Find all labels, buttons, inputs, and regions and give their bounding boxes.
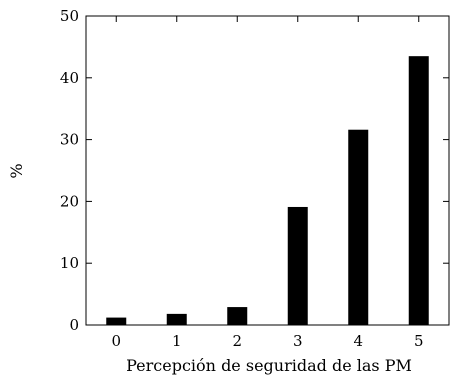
- bars-layer: [106, 56, 429, 326]
- bar-2: [227, 307, 248, 325]
- bar-3: [287, 206, 308, 325]
- x-tick-label-2: 2: [232, 332, 242, 350]
- plot-frame: [85, 15, 450, 326]
- y-tick-label-40: 40: [60, 69, 79, 87]
- y-tick-label-50: 50: [60, 7, 79, 25]
- y-tick-label-20: 20: [60, 192, 79, 210]
- x-axis-label: Percepción de seguridad de las PM: [126, 356, 412, 375]
- y-tick-label-30: 30: [60, 131, 79, 149]
- x-tick-label-4: 4: [353, 332, 363, 350]
- y-axis-label: %: [7, 163, 26, 178]
- x-tick-label-0: 0: [111, 332, 121, 350]
- x-tick-label-5: 5: [414, 332, 424, 350]
- x-tick-label-3: 3: [293, 332, 303, 350]
- y-tick-label-10: 10: [60, 254, 79, 272]
- axes-layer: [85, 15, 450, 326]
- x-tick-label-1: 1: [172, 332, 182, 350]
- y-tick-label-0: 0: [69, 316, 79, 334]
- bar-4: [348, 129, 369, 325]
- bar-5: [408, 56, 429, 326]
